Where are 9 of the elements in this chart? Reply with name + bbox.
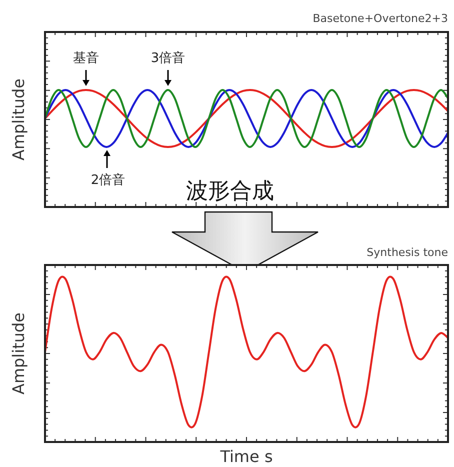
- text: 3倍音: [150, 51, 186, 66]
- y-axis-title: Amplitude: [9, 312, 28, 394]
- chart-title: Synthesis tone: [366, 246, 448, 259]
- annotation: 波形合成: [186, 179, 274, 204]
- annotation: 2倍音: [90, 173, 126, 188]
- y-axis-title: Amplitude: [9, 78, 28, 160]
- x-axis-title: Time s: [219, 447, 273, 466]
- text: 基音: [73, 51, 99, 66]
- chart-title: Basetone+Overtone2+3: [312, 12, 448, 25]
